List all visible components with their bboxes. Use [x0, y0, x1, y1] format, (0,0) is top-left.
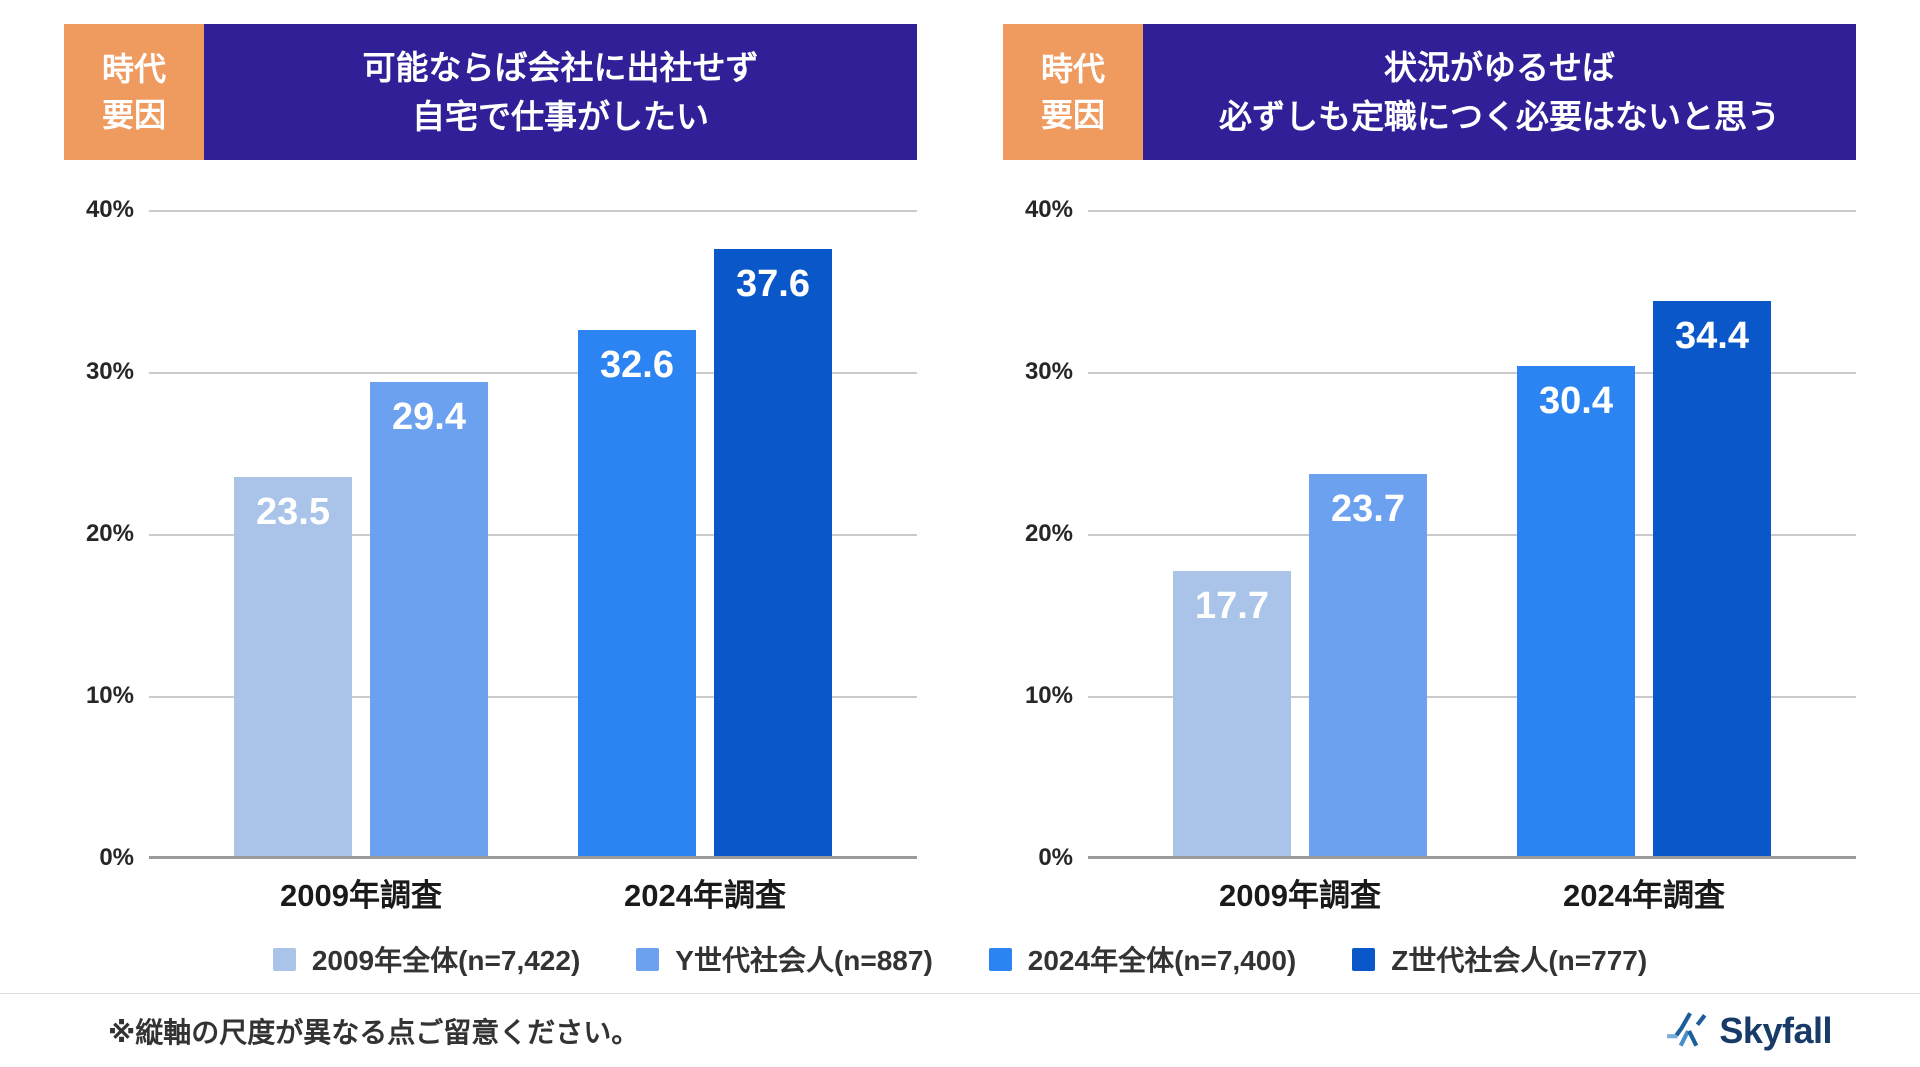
badge-line-2: 要因 [1040, 97, 1105, 133]
badge-line-1: 時代 [101, 50, 166, 87]
x-label-2024: 2024年調査 [1563, 878, 1725, 913]
bar-zgen-workers: 37.6 [714, 248, 832, 858]
legend: 2009年全体(n=7,422) Y世代社会人(n=887) 2024年全体(n… [0, 939, 1920, 979]
chart-title-left: 可能ならば会社に出社せず 自宅で仕事がしたい [204, 24, 917, 160]
charts-row: 時代 要因 可能ならば会社に出社せず 自宅で仕事がしたい 40% 30% 20%… [64, 24, 1856, 915]
skyfall-logo: Skyfall [1665, 1008, 1832, 1054]
legend-label: Z世代社会人(n=777) [1391, 945, 1648, 976]
x-label-2009: 2009年調査 [280, 878, 442, 913]
legend-item-2024-overall: 2024年全体(n=7,400) [988, 939, 1297, 979]
category-badge: 時代 要因 [1003, 24, 1143, 160]
y-tick-label: 10% [1024, 682, 1073, 709]
legend-label: 2009年全体(n=7,422) [311, 945, 581, 976]
y-tick-label: 40% [1024, 196, 1073, 223]
y-tick-label: 10% [85, 682, 134, 709]
bar-2024-overall: 30.4 [1517, 365, 1635, 858]
y-tick-label: 30% [85, 358, 134, 385]
bar-value-label: 23.5 [256, 491, 330, 534]
y-tick-label: 20% [85, 520, 134, 547]
bar-group-2009: 23.5 29.4 [234, 210, 488, 858]
legend-swatch [272, 947, 296, 971]
chart-title-line-1: 状況がゆるせば [1384, 48, 1615, 86]
bar-value-label: 30.4 [1539, 379, 1613, 422]
gridline-10 [149, 696, 917, 698]
bar-value-label: 17.7 [1195, 585, 1269, 628]
bar-2009-overall: 17.7 [1173, 571, 1291, 858]
x-label-2024: 2024年調査 [624, 878, 786, 913]
gridline-10 [1088, 696, 1856, 698]
y-tick-label: 40% [85, 196, 134, 223]
chart-panel-right: 時代 要因 状況がゆるせば 必ずしも定職につく必要はないと思う 40% 30% … [1003, 24, 1856, 915]
bar-zgen-workers: 34.4 [1653, 300, 1771, 858]
bar-group-2009: 17.7 23.7 [1173, 210, 1427, 858]
x-axis-labels: 2009年調査 2024年調査 [1088, 870, 1856, 915]
y-tick-label: 0% [1038, 844, 1073, 871]
legend-item-ygen-workers: Y世代社会人(n=887) [636, 939, 933, 979]
bar-value-label: 34.4 [1675, 314, 1749, 357]
chart-title-line-1: 可能ならば会社に出社せず [362, 48, 759, 86]
x-label-2009: 2009年調査 [1219, 878, 1381, 913]
y-tick-label: 0% [99, 844, 134, 871]
gridline-40 [1088, 210, 1856, 212]
y-tick-label: 30% [1024, 358, 1073, 385]
bar-ygen-workers: 29.4 [370, 381, 488, 858]
axis-scale-note: ※縦軸の尺度が異なる点ご留意ください。 [108, 1016, 640, 1048]
bar-group-2024: 30.4 34.4 [1517, 210, 1771, 858]
legend-item-zgen-workers: Z世代社会人(n=777) [1352, 939, 1647, 979]
x-axis-labels: 2009年調査 2024年調査 [149, 870, 917, 915]
bar-2024-overall: 32.6 [578, 329, 696, 858]
bar-ygen-workers: 23.7 [1309, 474, 1427, 858]
category-badge: 時代 要因 [64, 24, 204, 160]
legend-swatch [1352, 947, 1376, 971]
chart-header-right: 時代 要因 状況がゆるせば 必ずしも定職につく必要はないと思う [1003, 24, 1856, 160]
bar-value-label: 29.4 [392, 395, 466, 438]
badge-line-1: 時代 [1040, 50, 1105, 87]
bar-value-label: 32.6 [600, 343, 674, 386]
gridline-20 [1088, 534, 1856, 536]
footer: ※縦軸の尺度が異なる点ご留意ください。 Skyfall [0, 993, 1920, 1067]
skyfall-logo-icon [1667, 1011, 1707, 1047]
bars-layer: 23.5 29.4 32.6 37.6 [149, 210, 917, 858]
chart-panel-left: 時代 要因 可能ならば会社に出社せず 自宅で仕事がしたい 40% 30% 20%… [64, 24, 917, 915]
plot-area-left: 40% 30% 20% 10% 0% 23.5 29.4 32.6 [86, 196, 917, 871]
gridline-40 [149, 210, 917, 212]
chart-title-right: 状況がゆるせば 必ずしも定職につく必要はないと思う [1143, 24, 1856, 160]
bar-2009-overall: 23.5 [234, 477, 352, 858]
chart-header-left: 時代 要因 可能ならば会社に出社せず 自宅で仕事がしたい [64, 24, 917, 160]
gridline-30 [1088, 372, 1856, 374]
plot-area-right: 40% 30% 20% 10% 0% 17.7 23.7 30.4 [1025, 196, 1856, 871]
bar-group-2024: 32.6 37.6 [578, 210, 832, 858]
bar-value-label: 37.6 [736, 262, 810, 305]
skyfall-logo-text: Skyfall [1719, 1009, 1832, 1051]
badge-line-2: 要因 [101, 97, 166, 133]
legend-swatch [988, 947, 1012, 971]
legend-swatch [636, 947, 660, 971]
bar-value-label: 23.7 [1331, 488, 1405, 531]
legend-label: 2024年全体(n=7,400) [1027, 945, 1297, 976]
x-axis-line [149, 856, 917, 859]
chart-title-line-2: 自宅で仕事がしたい [412, 98, 709, 135]
x-axis-line [1088, 856, 1856, 859]
chart-title-line-2: 必ずしも定職につく必要はないと思う [1219, 98, 1780, 135]
gridline-20 [149, 534, 917, 536]
legend-item-2009-overall: 2009年全体(n=7,422) [272, 939, 581, 979]
legend-label: Y世代社会人(n=887) [675, 945, 933, 976]
bars-layer: 17.7 23.7 30.4 34.4 [1088, 210, 1856, 858]
gridline-30 [149, 372, 917, 374]
y-tick-label: 20% [1024, 520, 1073, 547]
